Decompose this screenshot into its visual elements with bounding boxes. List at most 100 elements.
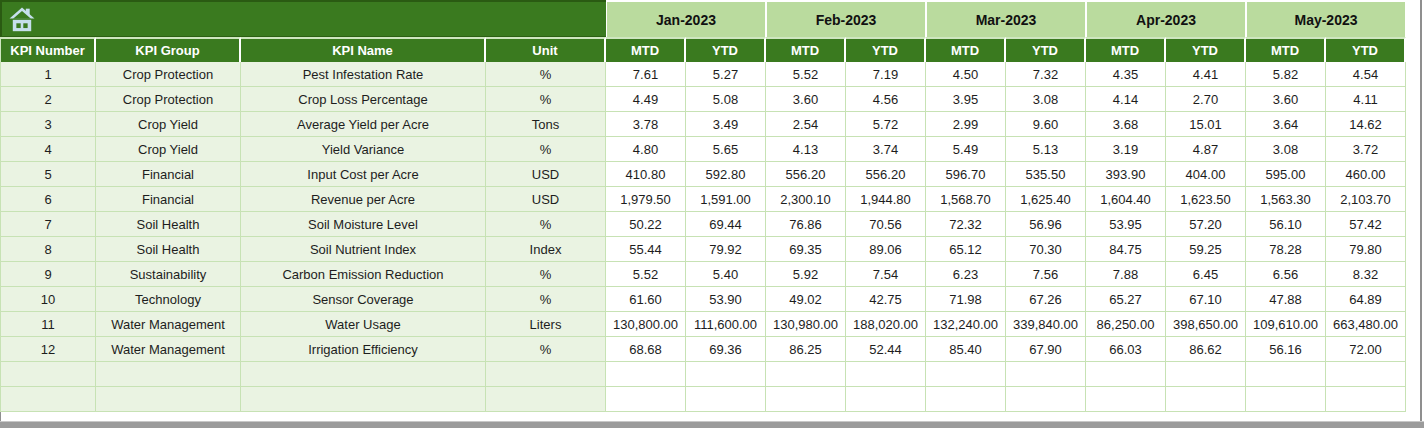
cell-unit[interactable]: % <box>486 137 606 162</box>
horizontal-scrollbar[interactable] <box>0 421 1424 428</box>
cell-value[interactable]: 76.86 <box>766 212 846 237</box>
cell-kpi-name[interactable]: Yield Variance <box>241 137 486 162</box>
cell-value[interactable]: 4.14 <box>1086 87 1166 112</box>
cell-value[interactable]: 410.80 <box>606 162 686 187</box>
cell-value[interactable]: 4.80 <box>606 137 686 162</box>
cell-value[interactable]: 8.32 <box>1326 262 1406 287</box>
cell-unit[interactable]: USD <box>486 187 606 212</box>
cell-value[interactable]: 1,979.50 <box>606 187 686 212</box>
cell-value[interactable]: 111,600.00 <box>686 312 766 337</box>
cell-value[interactable] <box>766 387 846 412</box>
cell-value[interactable]: 5.65 <box>686 137 766 162</box>
cell-value[interactable]: 68.68 <box>606 337 686 362</box>
cell-value[interactable]: 64.89 <box>1326 287 1406 312</box>
cell-value[interactable]: 14.62 <box>1326 112 1406 137</box>
cell-kpi-name[interactable]: Water Usage <box>241 312 486 337</box>
cell-value[interactable]: 1,563.30 <box>1246 187 1326 212</box>
cell-kpi-name[interactable]: Sensor Coverage <box>241 287 486 312</box>
cell-kpi-group[interactable]: Crop Yield <box>96 137 241 162</box>
cell-kpi-number[interactable]: 10 <box>0 287 96 312</box>
cell-value[interactable]: 85.40 <box>926 337 1006 362</box>
cell-value[interactable] <box>1006 387 1086 412</box>
cell-unit[interactable] <box>486 387 606 412</box>
cell-value[interactable]: 2.54 <box>766 112 846 137</box>
cell-unit[interactable]: Tons <box>486 112 606 137</box>
cell-value[interactable]: 188,020.00 <box>846 312 926 337</box>
cell-kpi-group[interactable]: Financial <box>96 187 241 212</box>
cell-unit[interactable]: % <box>486 62 606 87</box>
cell-value[interactable] <box>1246 362 1326 387</box>
cell-value[interactable]: 592.80 <box>686 162 766 187</box>
cell-value[interactable]: 50.22 <box>606 212 686 237</box>
cell-kpi-name[interactable]: Average Yield per Acre <box>241 112 486 137</box>
cell-value[interactable]: 65.12 <box>926 237 1006 262</box>
cell-value[interactable]: 59.25 <box>1166 237 1246 262</box>
cell-value[interactable]: 69.36 <box>686 337 766 362</box>
cell-kpi-name[interactable]: Carbon Emission Reduction <box>241 262 486 287</box>
cell-value[interactable]: 595.00 <box>1246 162 1326 187</box>
cell-value[interactable]: 1,623.50 <box>1166 187 1246 212</box>
cell-kpi-group[interactable]: Water Management <box>96 312 241 337</box>
cell-value[interactable]: 3.74 <box>846 137 926 162</box>
cell-kpi-group[interactable]: Sustainability <box>96 262 241 287</box>
cell-value[interactable]: 596.70 <box>926 162 1006 187</box>
cell-kpi-number[interactable]: 12 <box>0 337 96 362</box>
cell-value[interactable]: 1,604.40 <box>1086 187 1166 212</box>
cell-value[interactable]: 86.62 <box>1166 337 1246 362</box>
cell-kpi-group[interactable] <box>96 362 241 387</box>
cell-value[interactable]: 3.68 <box>1086 112 1166 137</box>
cell-value[interactable] <box>686 362 766 387</box>
cell-value[interactable] <box>846 387 926 412</box>
cell-value[interactable]: 79.80 <box>1326 237 1406 262</box>
cell-value[interactable]: 52.44 <box>846 337 926 362</box>
cell-value[interactable]: 7.61 <box>606 62 686 87</box>
cell-value[interactable]: 69.44 <box>686 212 766 237</box>
cell-kpi-name[interactable]: Crop Loss Percentage <box>241 87 486 112</box>
cell-value[interactable]: 49.02 <box>766 287 846 312</box>
cell-kpi-group[interactable]: Crop Yield <box>96 112 241 137</box>
cell-value[interactable]: 404.00 <box>1166 162 1246 187</box>
cell-value[interactable]: 132,240.00 <box>926 312 1006 337</box>
cell-value[interactable]: 71.98 <box>926 287 1006 312</box>
cell-value[interactable] <box>926 387 1006 412</box>
cell-unit[interactable]: USD <box>486 162 606 187</box>
cell-value[interactable] <box>606 387 686 412</box>
cell-value[interactable] <box>606 362 686 387</box>
cell-value[interactable]: 53.95 <box>1086 212 1166 237</box>
cell-value[interactable]: 42.75 <box>846 287 926 312</box>
cell-value[interactable]: 6.23 <box>926 262 1006 287</box>
cell-unit[interactable]: % <box>486 287 606 312</box>
cell-value[interactable]: 6.45 <box>1166 262 1246 287</box>
cell-kpi-number[interactable]: 3 <box>0 112 96 137</box>
cell-value[interactable]: 6.56 <box>1246 262 1326 287</box>
cell-value[interactable]: 7.88 <box>1086 262 1166 287</box>
cell-value[interactable]: 86,250.00 <box>1086 312 1166 337</box>
cell-value[interactable]: 4.41 <box>1166 62 1246 87</box>
cell-value[interactable]: 7.19 <box>846 62 926 87</box>
cell-value[interactable]: 3.08 <box>1006 87 1086 112</box>
cell-value[interactable]: 7.32 <box>1006 62 1086 87</box>
cell-value[interactable]: 56.96 <box>1006 212 1086 237</box>
cell-kpi-name[interactable]: Input Cost per Acre <box>241 162 486 187</box>
cell-value[interactable]: 61.60 <box>606 287 686 312</box>
cell-kpi-number[interactable] <box>0 387 96 412</box>
cell-value[interactable]: 3.72 <box>1326 137 1406 162</box>
cell-value[interactable]: 4.87 <box>1166 137 1246 162</box>
cell-value[interactable]: 4.11 <box>1326 87 1406 112</box>
cell-value[interactable] <box>1326 362 1406 387</box>
cell-value[interactable] <box>846 362 926 387</box>
cell-value[interactable]: 2,300.10 <box>766 187 846 212</box>
cell-value[interactable] <box>686 387 766 412</box>
cell-value[interactable]: 5.27 <box>686 62 766 87</box>
cell-value[interactable]: 72.00 <box>1326 337 1406 362</box>
cell-kpi-group[interactable]: Technology <box>96 287 241 312</box>
cell-value[interactable]: 398,650.00 <box>1166 312 1246 337</box>
cell-value[interactable]: 47.88 <box>1246 287 1326 312</box>
cell-value[interactable]: 4.35 <box>1086 62 1166 87</box>
cell-unit[interactable] <box>486 362 606 387</box>
cell-value[interactable]: 4.50 <box>926 62 1006 87</box>
cell-value[interactable]: 67.26 <box>1006 287 1086 312</box>
cell-kpi-name[interactable]: Soil Moisture Level <box>241 212 486 237</box>
cell-value[interactable]: 5.82 <box>1246 62 1326 87</box>
cell-kpi-group[interactable]: Crop Protection <box>96 62 241 87</box>
